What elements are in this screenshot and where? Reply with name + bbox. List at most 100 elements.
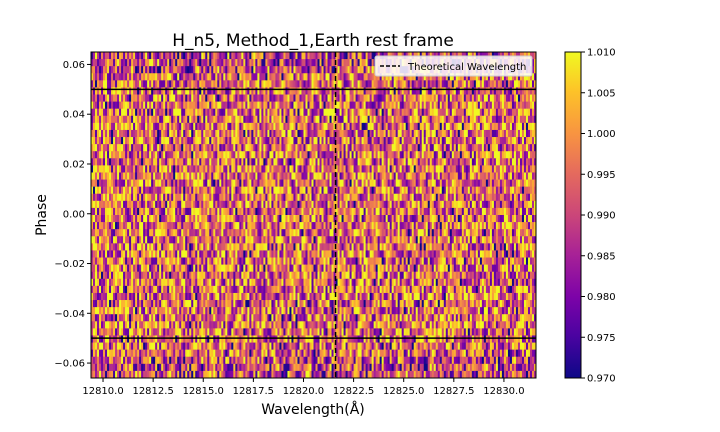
heatmap-cell	[331, 158, 334, 166]
heatmap-cell	[137, 193, 140, 202]
heatmap-cell	[465, 186, 469, 195]
heatmap-cell	[459, 137, 463, 145]
heatmap-cell	[305, 151, 308, 159]
heatmap-cell	[505, 122, 509, 131]
heatmap-cell	[273, 158, 276, 166]
heatmap-cell	[413, 87, 417, 95]
heatmap-cell	[341, 172, 344, 180]
heatmap-cell	[393, 129, 397, 138]
heatmap-cell	[203, 200, 206, 209]
heatmap-cell	[225, 108, 228, 117]
heatmap-cell	[309, 179, 312, 188]
heatmap-cell	[283, 186, 286, 195]
heatmap-cell	[421, 193, 425, 202]
heatmap-cell	[139, 137, 142, 145]
heatmap-cell	[129, 122, 132, 131]
heatmap-cell	[381, 165, 385, 173]
heatmap-cell	[335, 122, 338, 131]
heatmap-cell	[481, 108, 485, 117]
heatmap-cell	[367, 73, 371, 81]
heatmap-cell	[143, 165, 146, 173]
heatmap-cell	[129, 129, 132, 138]
heatmap-cell	[257, 179, 260, 188]
heatmap-cell	[329, 94, 332, 103]
heatmap-cell	[171, 151, 174, 159]
heatmap-cell	[175, 144, 178, 152]
heatmap-cell	[299, 144, 302, 152]
heatmap-cell	[493, 80, 497, 88]
heatmap-cell	[119, 193, 122, 202]
heatmap-cell	[475, 137, 479, 145]
heatmap-cell	[299, 129, 302, 138]
heatmap-cell	[101, 101, 104, 110]
heatmap-cell	[129, 207, 132, 216]
heatmap-cell	[331, 200, 334, 209]
heatmap-cell	[473, 144, 477, 152]
heatmap-cell	[473, 87, 477, 95]
heatmap-cell	[249, 186, 252, 195]
heatmap-cell	[357, 66, 360, 74]
heatmap-cell	[355, 165, 358, 173]
heatmap-cell	[123, 179, 126, 188]
heatmap-cell	[521, 165, 525, 173]
heatmap-cell	[91, 87, 94, 95]
heatmap-cell	[301, 165, 304, 173]
heatmap-cell	[121, 200, 124, 209]
heatmap-cell	[219, 207, 222, 216]
heatmap-cell	[127, 101, 130, 110]
heatmap-cell	[431, 101, 435, 110]
heatmap-cell	[149, 179, 152, 188]
heatmap-cell	[379, 101, 383, 110]
heatmap-cell	[259, 115, 262, 124]
heatmap-cell	[525, 193, 529, 202]
heatmap-cell	[481, 73, 485, 81]
heatmap-cell	[159, 207, 162, 216]
heatmap-cell	[481, 200, 485, 209]
heatmap-cell	[103, 108, 106, 117]
heatmap-cell	[93, 129, 96, 138]
heatmap-cell	[483, 144, 487, 152]
heatmap-cell	[125, 200, 128, 209]
heatmap-cell	[351, 115, 354, 124]
heatmap-cell	[275, 165, 278, 173]
heatmap-cell	[195, 144, 198, 152]
heatmap-cell	[255, 144, 258, 152]
heatmap-cell	[427, 158, 431, 166]
heatmap-cell	[325, 144, 328, 152]
heatmap-cell	[257, 151, 260, 159]
heatmap-cell	[91, 179, 94, 188]
heatmap-cell	[229, 101, 232, 110]
heatmap-cell	[397, 193, 401, 202]
heatmap-cell	[111, 186, 114, 195]
heatmap-cell	[433, 144, 437, 152]
heatmap-cell	[475, 158, 479, 166]
heatmap-cell	[441, 115, 445, 124]
heatmap-cell	[161, 101, 164, 110]
heatmap-cell	[339, 179, 342, 188]
heatmap-cell	[229, 193, 232, 202]
heatmap-cell	[489, 108, 493, 117]
heatmap-cell	[287, 80, 290, 88]
heatmap-cell	[475, 122, 479, 131]
heatmap-cell	[215, 165, 218, 173]
heatmap-cell	[227, 80, 230, 88]
heatmap-cell	[349, 186, 352, 195]
heatmap-cell	[181, 179, 184, 188]
heatmap-cell	[99, 94, 102, 103]
heatmap-cell	[115, 94, 118, 103]
heatmap-cell	[289, 87, 292, 95]
heatmap-cell	[361, 66, 365, 74]
heatmap-cell	[279, 52, 282, 60]
heatmap-cell	[199, 66, 202, 74]
heatmap-cell	[453, 172, 457, 180]
heatmap-cell	[321, 101, 324, 110]
heatmap-cell	[429, 144, 433, 152]
heatmap-cell	[507, 115, 511, 124]
heatmap-cell	[423, 137, 427, 145]
heatmap-cell	[231, 108, 234, 117]
heatmap-cell	[303, 115, 306, 124]
heatmap-cell	[141, 115, 144, 124]
heatmap-cell	[433, 186, 437, 195]
heatmap-cell	[227, 193, 230, 202]
heatmap-cell	[129, 165, 132, 173]
